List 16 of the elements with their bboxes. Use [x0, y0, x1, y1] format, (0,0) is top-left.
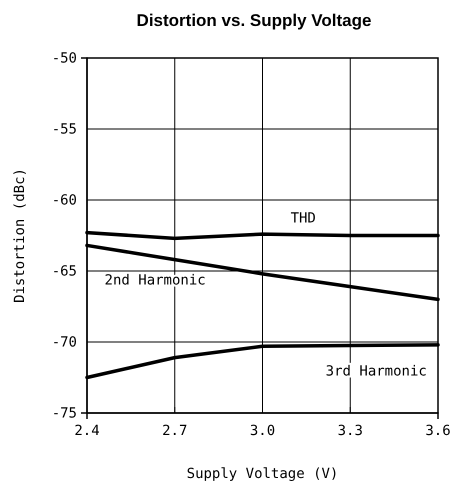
y-tick-label: -65	[52, 263, 77, 280]
x-tick-label: 2.7	[162, 422, 188, 439]
y-tick-label: -55	[52, 121, 77, 138]
x-tick-label: 3.3	[338, 422, 363, 439]
x-tick-label: 3.6	[425, 422, 451, 439]
x-tick-label: 2.4	[74, 422, 100, 439]
series-label: 3rd Harmonic	[326, 364, 427, 380]
x-axis-title: Supply Voltage (V)	[186, 466, 338, 482]
y-tick-label: -75	[52, 405, 77, 422]
y-tick-label: -70	[52, 334, 77, 350]
y-tick-label: -60	[52, 192, 77, 208]
series-label: THD	[290, 210, 316, 227]
chart-title: Distortion vs. Supply Voltage	[136, 11, 372, 30]
y-axis-title: Distortion (dBc)	[12, 168, 28, 303]
x-tick-label: 3.0	[250, 422, 276, 439]
y-tick-label: -50	[52, 50, 77, 66]
